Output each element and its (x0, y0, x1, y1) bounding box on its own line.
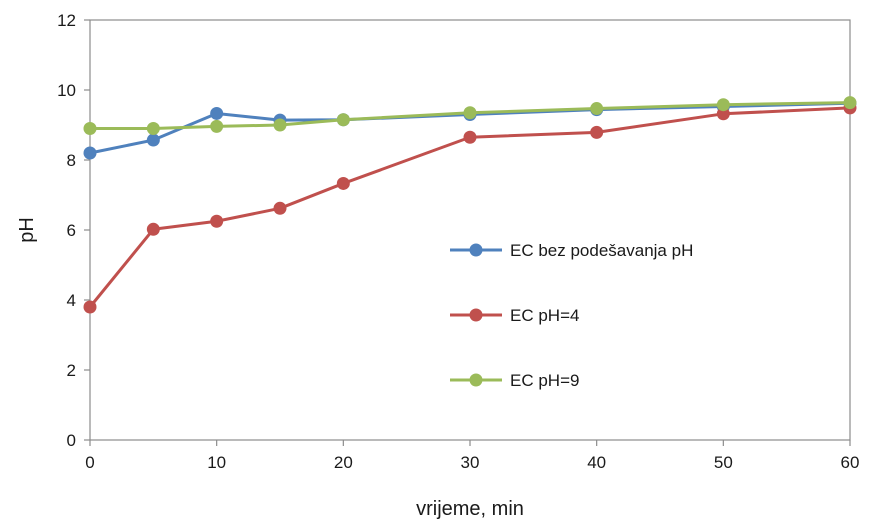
data-point (273, 201, 287, 215)
data-point (210, 119, 224, 133)
x-axis-ticks: 0 10 20 30 40 50 60 (85, 440, 859, 472)
data-point (273, 118, 287, 132)
data-point (83, 122, 97, 135)
x-tick-label: 60 (841, 453, 860, 472)
legend-label: EC pH=4 (510, 306, 579, 325)
y-tick-label: 0 (67, 431, 76, 450)
x-tick-label: 10 (207, 453, 226, 472)
legend-item: EC pH=9 (450, 371, 579, 390)
data-point (83, 300, 97, 314)
y-axis-title: pH (16, 217, 38, 243)
data-point (146, 122, 160, 135)
data-point (463, 106, 477, 120)
y-tick-label: 4 (67, 291, 76, 310)
y-tick-label: 10 (57, 81, 76, 100)
legend-item: EC bez podešavanja pH (450, 241, 693, 260)
series-layer (83, 96, 857, 314)
y-tick-label: 2 (67, 361, 76, 380)
legend-label: EC bez podešavanja pH (510, 241, 693, 260)
data-point (716, 107, 730, 121)
data-point (336, 113, 350, 127)
x-tick-label: 0 (85, 453, 94, 472)
series-3 (83, 96, 857, 135)
y-tick-label: 6 (67, 221, 76, 240)
legend-marker (469, 373, 483, 387)
x-tick-label: 40 (587, 453, 606, 472)
legend-marker (469, 308, 483, 322)
data-point (716, 98, 730, 112)
legend-item: EC pH=4 (450, 306, 579, 325)
data-point (463, 130, 477, 144)
data-point (336, 176, 350, 190)
legend-marker (469, 243, 483, 257)
legend: EC bez podešavanja pH EC pH=4 EC pH=9 (450, 241, 693, 390)
x-tick-label: 20 (334, 453, 353, 472)
y-tick-label: 8 (67, 151, 76, 170)
data-point (590, 102, 604, 116)
x-axis-title: vrijeme, min (416, 498, 524, 520)
plot-area (89, 19, 851, 441)
data-point (210, 106, 224, 120)
data-point (146, 222, 160, 236)
data-point (843, 96, 857, 110)
x-tick-label: 30 (461, 453, 480, 472)
data-point (83, 146, 97, 160)
y-axis-ticks: 0 2 4 6 8 10 12 (57, 11, 90, 450)
data-point (146, 133, 160, 147)
data-point (590, 125, 604, 139)
data-point (210, 214, 224, 228)
y-tick-label: 12 (57, 11, 76, 30)
legend-label: EC pH=9 (510, 371, 579, 390)
x-tick-label: 50 (714, 453, 733, 472)
